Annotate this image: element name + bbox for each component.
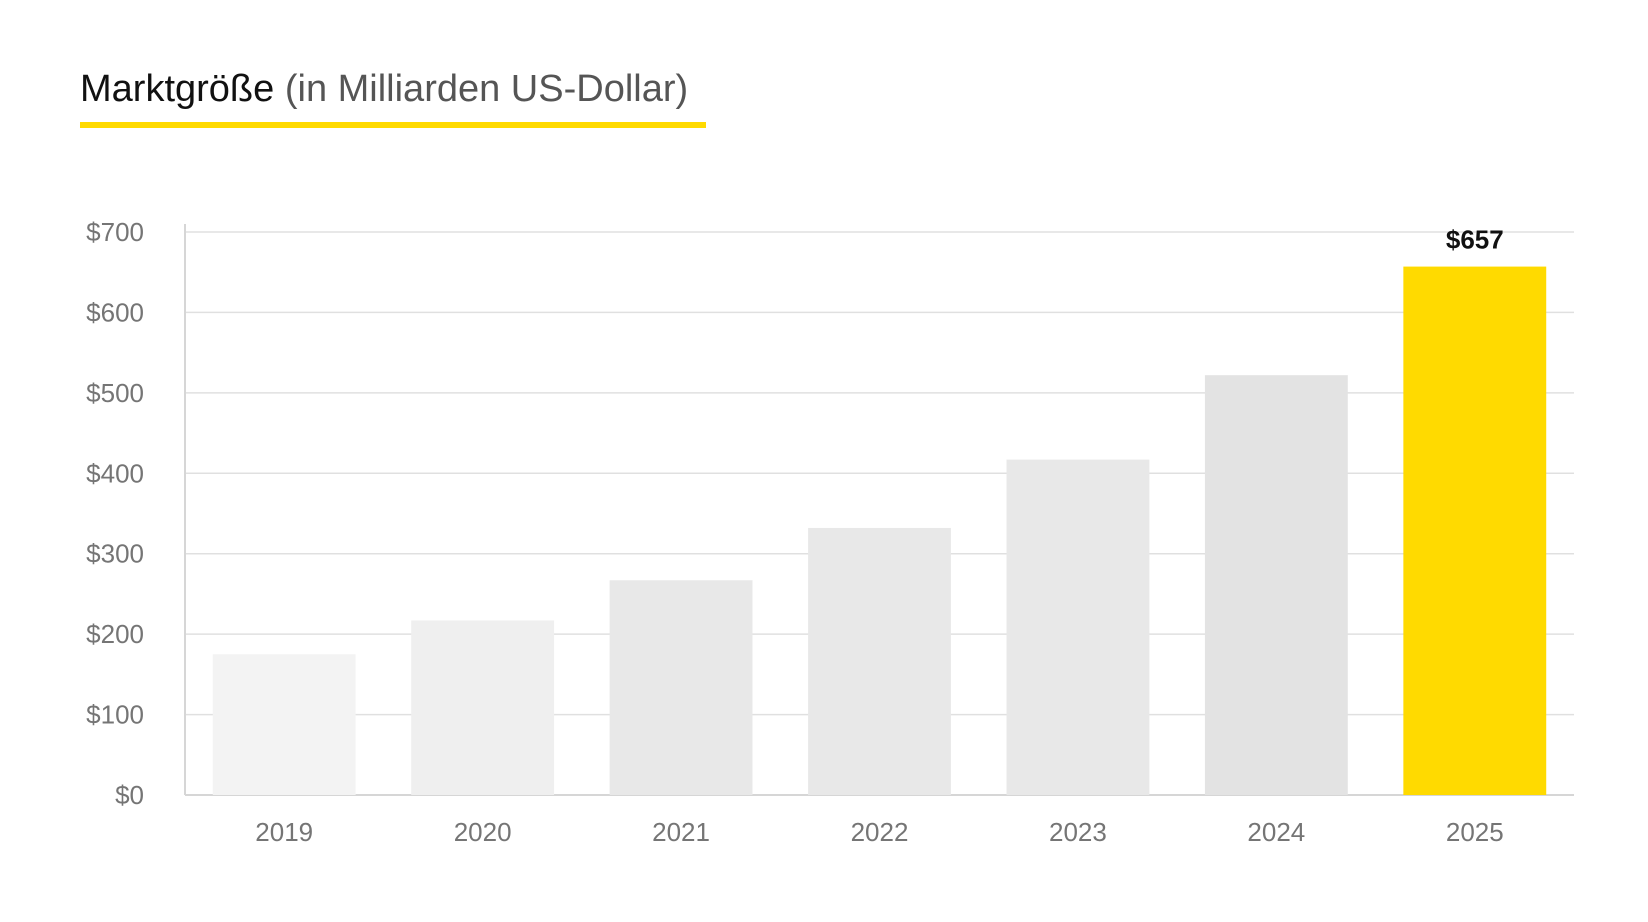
chart-title-main: Marktgröße [80,68,275,110]
chart-title-block: Marktgröße (in Milliarden US-Dollar) [80,66,706,128]
title-underline [80,122,706,128]
x-tick-label: 2021 [652,817,710,847]
y-tick-label: $600 [86,297,144,327]
x-tick-label: 2019 [255,817,313,847]
y-tick-label: $0 [115,780,144,810]
bar-2024 [1204,375,1348,795]
bar-2022 [808,527,951,795]
y-tick-label: $500 [86,378,144,408]
chart-title-subtitle: (in Milliarden US-Dollar) [284,68,689,110]
bar-2023 [1006,459,1150,795]
y-tick-label: $200 [86,619,144,649]
bars [212,266,1547,795]
bar-2025 [1403,266,1547,795]
x-tick-label: 2025 [1446,817,1504,847]
data-label-2025: $657 [1446,225,1504,255]
labels: $0 $100 $200 $300 $400 $500 $600 $700 2019 2020 20… [86,217,1504,847]
y-tick-label: $100 [86,700,144,730]
x-tick-label: 2023 [1049,817,1107,847]
bar-2020 [411,620,555,795]
x-tick-label: 2024 [1247,817,1305,847]
x-tick-label: 2020 [454,817,512,847]
y-tick-label: $400 [86,458,144,488]
bar-2021 [609,580,753,795]
y-tick-label: $300 [86,539,144,569]
y-tick-label: $700 [86,217,144,247]
chart-title: Marktgröße (in Milliarden US-Dollar) [80,66,706,112]
bar-2019 [212,654,356,795]
x-tick-label: 2022 [851,817,909,847]
